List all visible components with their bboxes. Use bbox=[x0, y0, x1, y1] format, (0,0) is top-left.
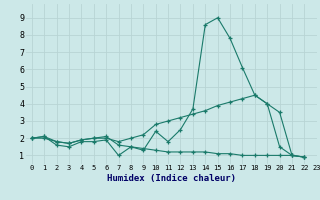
X-axis label: Humidex (Indice chaleur): Humidex (Indice chaleur) bbox=[107, 174, 236, 183]
